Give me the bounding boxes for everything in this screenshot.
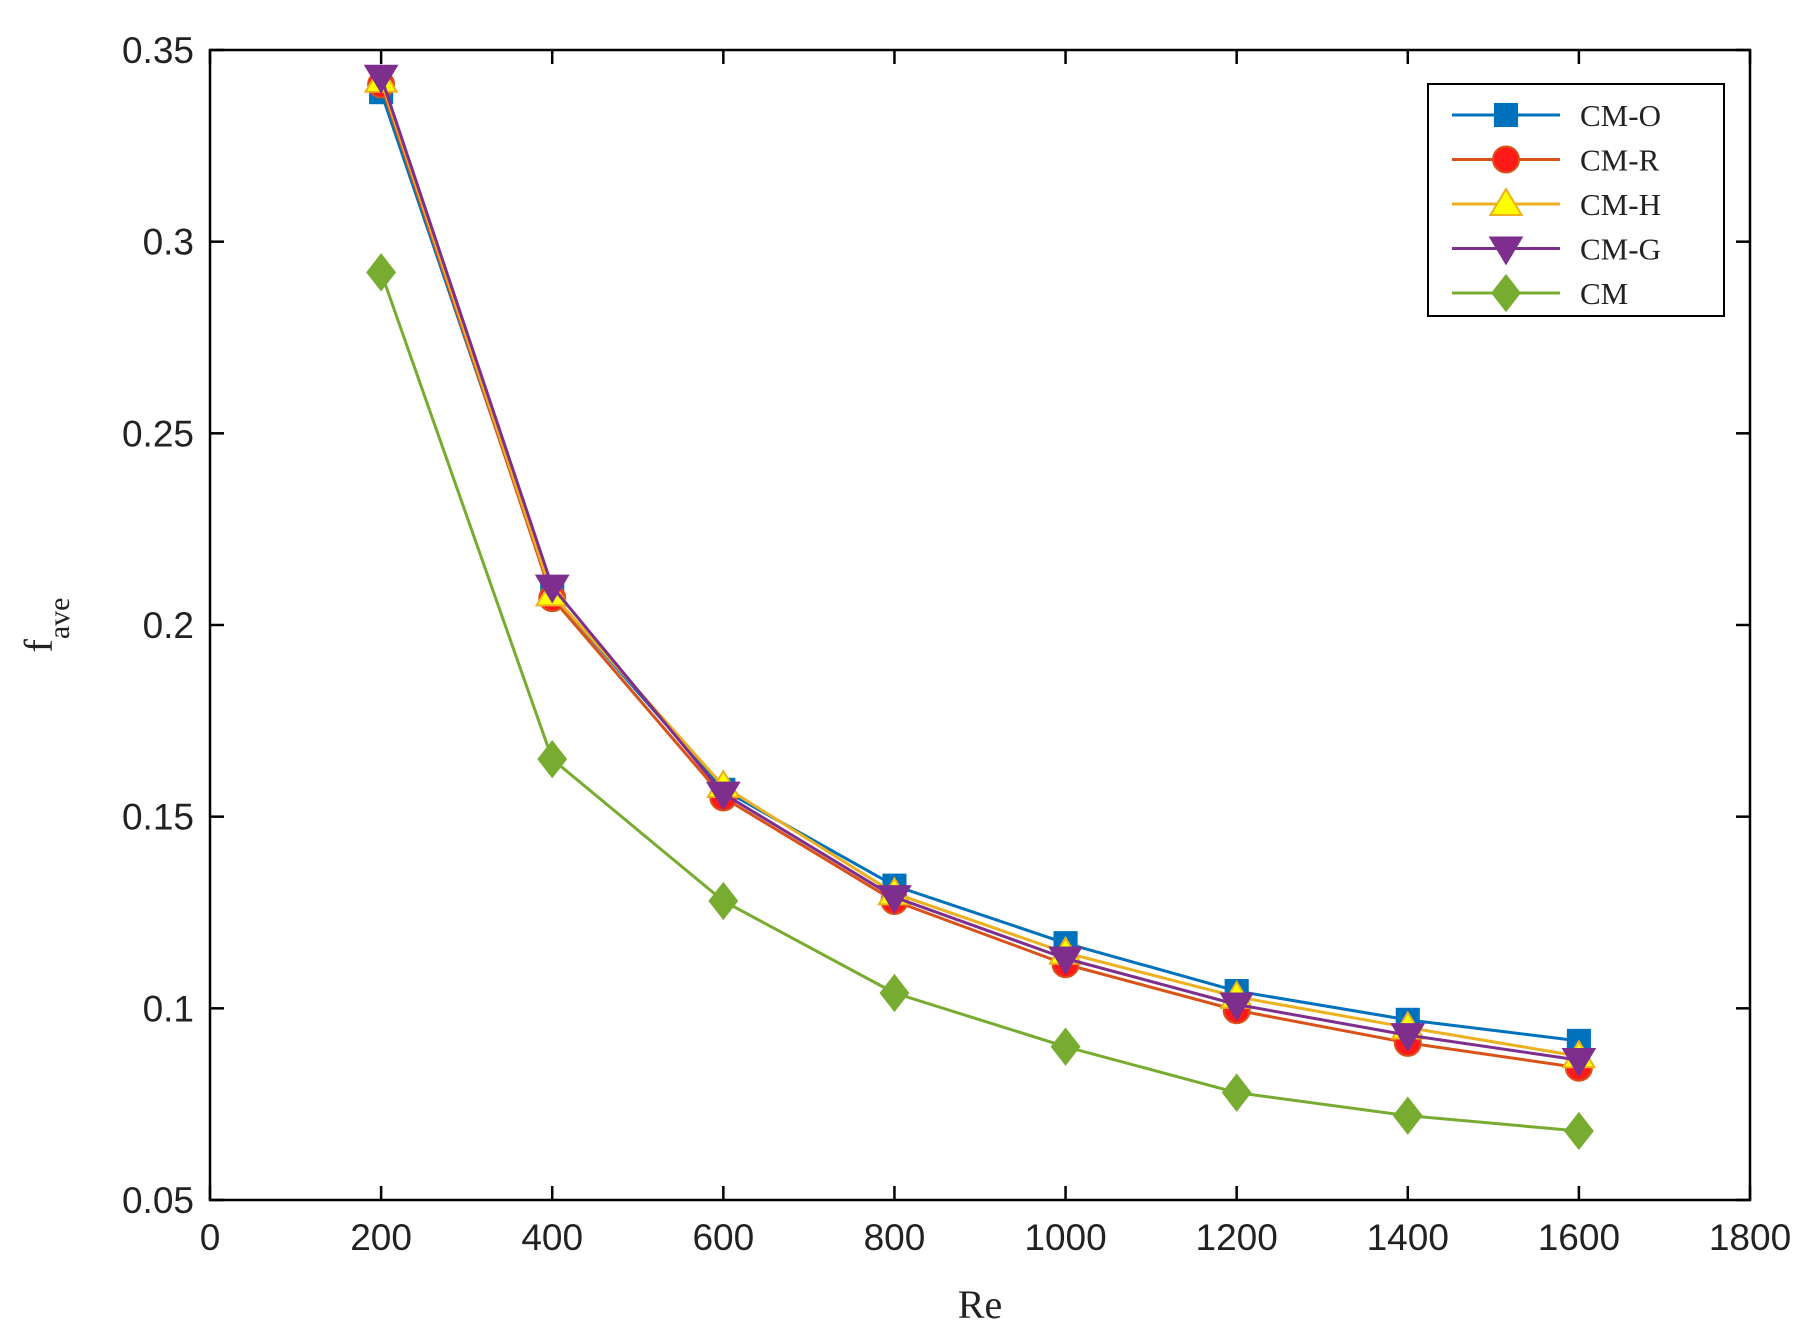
legend-label: CM-G	[1580, 232, 1661, 267]
y-tick-label: 0.15	[122, 797, 194, 838]
x-tick-label: 1600	[1538, 1217, 1620, 1258]
data-point-cm	[366, 253, 397, 292]
series-line-cm	[379, 271, 1580, 1133]
data-point-cm-g	[534, 574, 570, 604]
data-point-cm-g	[705, 781, 741, 811]
data-point-cm-g	[1561, 1048, 1597, 1077]
data-point-cm	[1050, 1027, 1081, 1066]
y-tick-label: 0.3	[143, 222, 194, 263]
legend-item-cm-g: CM-G	[1452, 232, 1661, 267]
legend-label: CM-O	[1580, 98, 1661, 133]
legend-item-cm-o: CM-O	[1452, 98, 1661, 133]
y-axis-title: fave	[16, 598, 76, 653]
series-cm	[366, 253, 1594, 1151]
y-tick-label: 0.1	[143, 988, 194, 1029]
data-point-cm	[1392, 1096, 1423, 1135]
series-line-cm-h	[379, 80, 1580, 1058]
series-layer	[363, 63, 1597, 1151]
y-tick-label: 0.25	[122, 413, 194, 454]
legend-marker-cm-h	[1488, 187, 1524, 217]
legend-marker-cm-g	[1488, 236, 1524, 266]
legend-item-cm-r: CM-R	[1452, 143, 1660, 178]
data-point-cm-g	[877, 885, 912, 915]
axis-ticks	[208, 48, 1752, 1202]
y-axis-title-subscript: ave	[43, 598, 76, 640]
data-point-cm-g	[1048, 946, 1083, 976]
data-point-cm	[1221, 1073, 1252, 1112]
data-point-cm-g	[1390, 1023, 1426, 1053]
x-tick-label: 400	[521, 1217, 583, 1258]
series-cm-g	[363, 64, 1597, 1077]
data-point-cm	[708, 881, 739, 921]
x-tick-labels: 0 200 400 600 800 1000 1200 1400 1600 1800	[200, 1217, 1791, 1258]
y-axis-title-main: f	[16, 638, 61, 652]
legend-marker-cm	[1491, 273, 1521, 313]
legend-item-cm: CM	[1452, 273, 1628, 313]
legend-label: CM-R	[1580, 143, 1660, 178]
x-tick-label: 1000	[1024, 1217, 1106, 1258]
legend: CM-O CM-R CM-H CM-G CM	[1427, 83, 1725, 317]
x-tick-label: 800	[864, 1217, 926, 1258]
y-tick-label: 0.35	[122, 30, 194, 71]
data-point-cm	[537, 739, 568, 779]
series-line-cm-r	[379, 84, 1580, 1070]
x-axis-title: Re	[958, 1282, 1002, 1327]
x-tick-label: 1400	[1367, 1217, 1449, 1258]
data-point-cm-g	[363, 64, 399, 94]
legend-marker-cm-r	[1492, 145, 1520, 174]
legend-label: CM	[1580, 276, 1628, 311]
x-tick-label: 600	[692, 1217, 754, 1258]
legend-box	[1427, 83, 1725, 317]
legend-marker-cm-o	[1493, 102, 1519, 128]
y-tick-label: 0.2	[143, 605, 194, 646]
x-tick-label: 1200	[1196, 1217, 1278, 1258]
legend-label: CM-H	[1580, 187, 1661, 222]
data-point-cm-g	[1219, 992, 1255, 1022]
x-tick-label: 0	[200, 1217, 221, 1258]
data-point-cm	[879, 973, 910, 1013]
x-tick-label: 1800	[1709, 1217, 1791, 1258]
legend-item-cm-h: CM-H	[1452, 187, 1661, 222]
series-line-cm-g	[379, 76, 1580, 1062]
y-tick-labels: 0.05 0.1 0.15 0.2 0.25 0.3 0.35	[122, 30, 194, 1221]
data-point-cm	[1563, 1111, 1594, 1151]
x-tick-label: 200	[350, 1217, 412, 1258]
y-tick-label: 0.05	[122, 1180, 194, 1221]
